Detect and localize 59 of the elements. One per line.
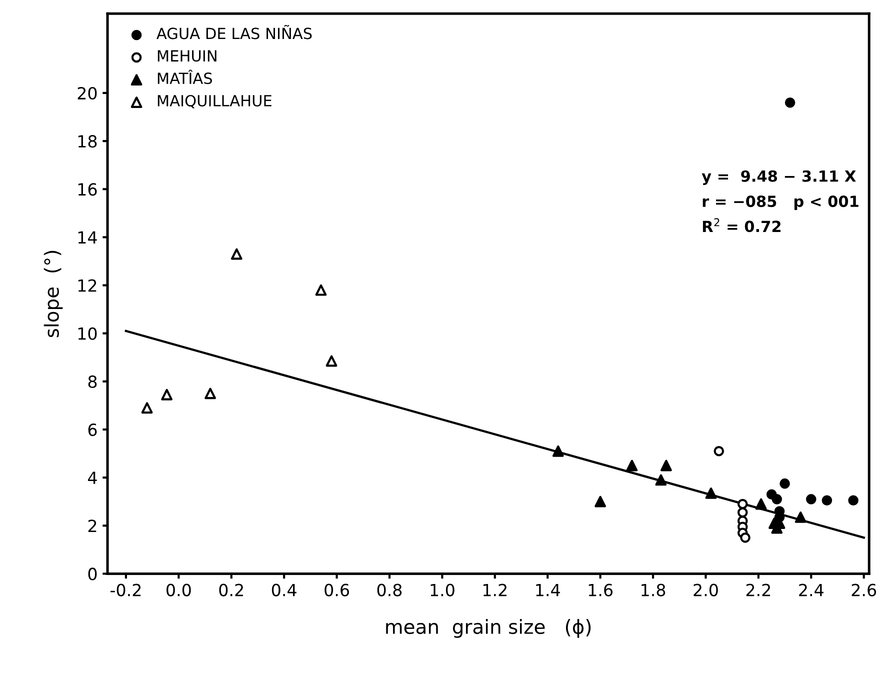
point [784, 97, 796, 108]
y-tick-label: 14 [78, 231, 97, 244]
point [737, 498, 748, 510]
point [714, 446, 724, 456]
point [660, 460, 672, 472]
y-tick-label: 12 [78, 279, 96, 292]
point [806, 494, 816, 504]
point [626, 460, 638, 472]
legend-label: MAIQUILLAHUE [158, 94, 272, 108]
legend-label: AGUA DE LAS NIÑAS [156, 24, 312, 40]
x-tick-label: 0.4 [272, 584, 296, 596]
x-tick-label: -0.2 [110, 584, 141, 596]
point [780, 478, 790, 489]
point [230, 248, 242, 260]
x-tick-label: 2.4 [799, 584, 824, 596]
point [755, 498, 767, 510]
x-tick-label: 1.4 [536, 584, 560, 596]
point [705, 487, 717, 499]
y-tick-label: 2 [88, 520, 96, 532]
point [822, 495, 832, 506]
x-tick-label: 2.2 [746, 584, 770, 596]
legend-label: MEHUIN [158, 50, 216, 62]
point [772, 494, 782, 504]
point [740, 532, 750, 543]
x-tick-label: 2.6 [852, 584, 876, 596]
x-tick-label: 1.2 [483, 584, 506, 596]
point [848, 495, 858, 506]
x-tick-label: 1.0 [430, 584, 454, 596]
y-tick-label: 8 [88, 375, 97, 388]
x-tick-label: 0.6 [324, 584, 349, 596]
point [552, 445, 564, 457]
y-tick-label: 18 [78, 135, 97, 148]
point [737, 507, 748, 518]
point [315, 284, 327, 296]
point [161, 388, 173, 400]
x-tick-label: 1.6 [588, 584, 613, 596]
x-tick-label: 2.0 [694, 584, 718, 596]
x-tick-label: 1.8 [642, 584, 666, 596]
y-tick-label: 10 [78, 327, 97, 340]
point [141, 402, 153, 414]
y-tick-label: 20 [78, 86, 97, 100]
y-tick-label: 6 [88, 423, 97, 436]
point [794, 512, 806, 523]
x-tick-label: 0.2 [219, 584, 243, 596]
y-tick-label: 4 [88, 472, 97, 484]
y-tick-label: 16 [78, 183, 97, 196]
annotation: R$^{2}$ = 0.72 [702, 218, 781, 232]
annotation: y = 9.48 − 3.11 X [702, 170, 856, 185]
point [204, 388, 216, 400]
x-axis-title: mean grain size (ϕ) [386, 619, 591, 638]
x-tick-label: 0.0 [166, 584, 191, 596]
y-axis-title: slope (°) [44, 250, 63, 338]
point [326, 355, 338, 367]
y-tick-label: 0 [88, 568, 97, 580]
x-tick-label: 0.8 [377, 584, 402, 596]
point [594, 496, 606, 508]
annotation: r = −085 p < 001 [702, 196, 858, 210]
legend-label: MATÎAS [158, 70, 212, 84]
point [655, 474, 667, 486]
